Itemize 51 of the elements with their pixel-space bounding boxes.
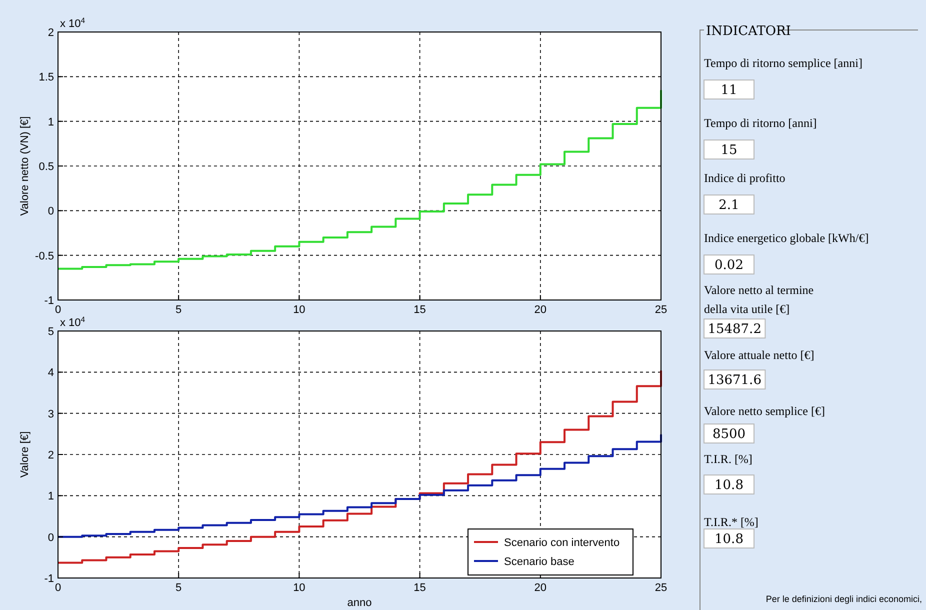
text: Valore attuale netto [€] [704, 348, 814, 362]
x-tick-label: 5 [176, 304, 182, 316]
text: 15487.2 [708, 322, 762, 337]
text: Per le definizioni degli indici economici, [766, 594, 922, 604]
y-tick-label: 0 [48, 206, 54, 218]
x-tick-label: 25 [654, 304, 668, 316]
text: Indice di profitto [704, 171, 786, 185]
y-tick-label: 1 [48, 116, 54, 128]
y-axis-title: Valore [€] [19, 431, 31, 478]
text: 15 [720, 143, 738, 158]
y-tick-label: 4 [48, 367, 54, 380]
legend-label: Scenario base [504, 556, 574, 568]
text: 10.8 [714, 532, 744, 547]
legend-label: Scenario con intervento [504, 537, 620, 549]
text: Tempo di ritorno [anni] [704, 116, 817, 130]
y-tick-label: 2 [48, 450, 54, 462]
text: INDICATORI [706, 24, 791, 39]
x-tick-label: 20 [534, 304, 547, 316]
text: Valore netto al termine della vita utile [€] [704, 283, 814, 316]
x-tick-label: 20 [534, 582, 547, 594]
text: T.I.R.* [%] [704, 515, 758, 529]
y-tick-label: 1 [48, 490, 54, 503]
text: 11 [720, 83, 738, 98]
text: Valore netto semplice [€] [704, 404, 825, 418]
x-tick-label: 25 [654, 582, 668, 594]
text: 13671.6 [708, 373, 762, 388]
y-tick-label: 1.5 [38, 72, 54, 84]
text: 2.1 [718, 198, 740, 213]
x-axis-title: anno [347, 597, 372, 609]
x-tick-label: 5 [176, 582, 182, 594]
y-tick-label: -1 [44, 295, 54, 307]
x-tick-label: 15 [414, 304, 426, 316]
text: x 10$^{4}$ [60, 314, 86, 329]
y-axis-title: Valore netto (VN) [€] [19, 116, 31, 216]
y-tick-label: 3 [48, 408, 54, 420]
text: Indice energetico globale [kWh/€] [704, 231, 869, 245]
y-tick-label: 0.5 [38, 161, 54, 173]
text: T.I.R. [%] [704, 452, 752, 466]
x-tick-label: 15 [414, 582, 426, 594]
text: x 10$^{4}$ [60, 16, 86, 30]
text: Tempo di ritorno semplice [anni] [704, 56, 862, 70]
text: 8500 [712, 427, 746, 442]
x-tick-label: 10 [293, 304, 306, 316]
y-tick-label: 2 [48, 27, 54, 39]
y-tick-label: 0 [48, 532, 54, 544]
text: 10.8 [714, 478, 744, 493]
y-tick-label: 5 [48, 326, 54, 338]
y-tick-label: -1 [44, 573, 54, 585]
x-tick-label: 10 [293, 582, 306, 594]
text: 0.02 [714, 258, 744, 273]
y-tick-label: -0.5 [35, 250, 54, 262]
